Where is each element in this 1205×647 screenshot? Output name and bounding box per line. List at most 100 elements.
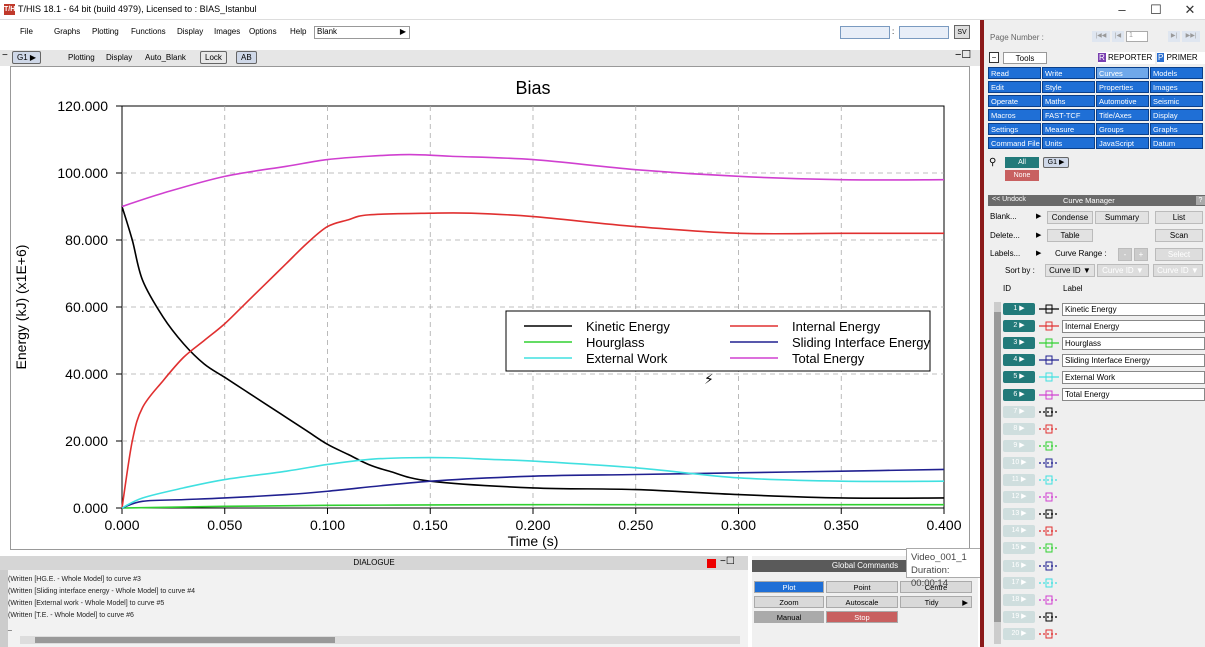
tool-properties[interactable]: Properties — [1096, 81, 1149, 93]
zoom-button[interactable]: Zoom — [754, 596, 824, 608]
list-button[interactable]: List — [1155, 211, 1203, 224]
tool-operate[interactable]: Operate — [988, 95, 1041, 107]
next-page-button[interactable]: ▶| — [1168, 31, 1180, 42]
curve-id-button[interactable]: 2 ▶ — [1003, 320, 1035, 333]
curve-id-button[interactable]: 15 ▶ — [1003, 542, 1035, 555]
curve-id-button[interactable]: 1 ▶ — [1003, 303, 1035, 315]
summary-button[interactable]: Summary — [1095, 211, 1149, 224]
tidy-button[interactable]: Tidy ▶ — [900, 596, 972, 608]
tool-maths[interactable]: Maths — [1042, 95, 1095, 107]
tool-read[interactable]: Read — [988, 67, 1041, 79]
centre-button[interactable]: Centre — [900, 581, 972, 593]
graph-selector[interactable]: G1 ▶ — [1043, 157, 1069, 168]
manual-button[interactable]: Manual — [754, 611, 824, 623]
table-button[interactable]: Table — [1047, 229, 1093, 242]
condense-button[interactable]: Condense — [1047, 211, 1093, 224]
close-button[interactable]: ✕ — [1184, 2, 1196, 17]
curve-id-button[interactable]: 4 ▶ — [1003, 354, 1035, 367]
curve-id-button[interactable]: 7 ▶ — [1003, 405, 1035, 418]
window-control-icon[interactable]: −☐ — [955, 49, 972, 61]
menu-graphs[interactable]: Graphs — [54, 27, 81, 36]
curve-label[interactable]: Total Energy — [1062, 388, 1205, 401]
menu-help[interactable]: Help — [290, 27, 307, 36]
curve-id-button[interactable]: 19 ▶ — [1003, 610, 1035, 623]
range-minus-button[interactable]: - — [1118, 248, 1132, 261]
dialogue-window-icon[interactable]: −☐ — [720, 556, 735, 567]
curve-id-button[interactable]: 16 ▶ — [1003, 559, 1035, 572]
curve-label[interactable]: External Work — [1062, 370, 1205, 384]
scroll-thumb[interactable] — [35, 637, 335, 643]
scan-button[interactable]: Scan — [1155, 229, 1203, 242]
range-end-field[interactable] — [899, 26, 949, 39]
tool-curves[interactable]: Curves — [1096, 67, 1149, 79]
tool-automotive[interactable]: Automotive — [1096, 95, 1149, 107]
menu-images[interactable]: Images — [214, 27, 241, 36]
blank-dropdown[interactable]: Blank ▶ — [314, 26, 410, 39]
point-button[interactable]: Point — [826, 581, 898, 593]
curve-list-scrollbar[interactable] — [994, 302, 1001, 644]
curve-id-button[interactable]: 11 ▶ — [1003, 474, 1035, 486]
select-none-button[interactable]: None — [1005, 170, 1039, 181]
curve-label[interactable]: Internal Energy — [1062, 319, 1205, 333]
curve-id-button[interactable]: 13 ▶ — [1003, 508, 1035, 521]
curve-id-button[interactable]: 20 ▶ — [1003, 627, 1035, 640]
tool-units[interactable]: Units — [1042, 137, 1095, 149]
toolbar-plotting[interactable]: Plotting — [68, 53, 95, 62]
page-number-input[interactable]: 1 — [1126, 31, 1148, 42]
sort-option-1[interactable]: Curve ID ▼ — [1045, 264, 1095, 277]
tool-fast-tcf[interactable]: FAST-TCF — [1042, 109, 1095, 121]
last-page-button[interactable]: ▶▶| — [1182, 31, 1200, 42]
menu-file[interactable]: File — [20, 27, 33, 36]
tool-display[interactable]: Display — [1150, 109, 1203, 121]
dialogue-hscrollbar[interactable] — [20, 636, 740, 644]
tool-macros[interactable]: Macros — [988, 109, 1041, 121]
curve-scroll-thumb[interactable] — [994, 312, 1001, 622]
autoscale-button[interactable]: Autoscale — [826, 596, 898, 608]
tool-datum[interactable]: Datum — [1150, 137, 1203, 149]
help-icon[interactable]: ? — [1196, 196, 1205, 205]
tool-images[interactable]: Images — [1150, 81, 1203, 93]
delete-menu-button[interactable]: Delete... — [990, 231, 1020, 240]
tool-seismic[interactable]: Seismic — [1150, 95, 1203, 107]
curve-id-button[interactable]: 5 ▶ — [1003, 371, 1035, 384]
curve-id-button[interactable]: 12 ▶ — [1003, 491, 1035, 504]
undock-button[interactable]: << Undock — [992, 196, 1026, 203]
sv-button[interactable]: SV — [954, 25, 970, 39]
dialogue-scrollbar[interactable] — [0, 570, 8, 647]
maximize-button[interactable]: ☐ — [1150, 2, 1162, 17]
range-start-field[interactable] — [840, 26, 890, 39]
tool-javascript[interactable]: JavaScript — [1096, 137, 1149, 149]
curve-id-button[interactable]: 3 ▶ — [1003, 337, 1035, 350]
menu-display[interactable]: Display — [177, 27, 204, 36]
tools-tab[interactable]: Tools — [1003, 52, 1047, 64]
curve-id-button[interactable]: 6 ▶ — [1003, 388, 1035, 401]
sort-option-2[interactable]: Curve ID ▼ — [1097, 264, 1149, 277]
reporter-button[interactable]: R REPORTER — [1098, 52, 1155, 64]
curve-id-button[interactable]: 9 ▶ — [1003, 439, 1035, 452]
primer-button[interactable]: P PRIMER — [1157, 52, 1205, 64]
curve-id-button[interactable]: 18 ▶ — [1003, 593, 1035, 606]
lock-button[interactable]: Lock — [200, 51, 227, 64]
ab-button[interactable]: AB — [236, 51, 257, 64]
tool-settings[interactable]: Settings — [988, 123, 1041, 135]
sort-option-3[interactable]: Curve ID ▼ — [1153, 264, 1203, 277]
tool-title-axes[interactable]: Title/Axes — [1096, 109, 1149, 121]
range-plus-button[interactable]: + — [1134, 248, 1148, 261]
tool-command-file[interactable]: Command File — [988, 137, 1041, 149]
plot-button[interactable]: Plot — [754, 581, 824, 593]
record-icon[interactable] — [707, 559, 716, 568]
stop-button[interactable]: Stop — [826, 611, 898, 623]
blank-menu-button[interactable]: Blank... — [990, 212, 1017, 221]
tool-measure[interactable]: Measure — [1042, 123, 1095, 135]
curve-label[interactable]: Kinetic Energy — [1062, 302, 1205, 316]
labels-menu-button[interactable]: Labels... — [990, 249, 1021, 258]
curve-id-button[interactable]: 8 ▶ — [1003, 422, 1035, 435]
toolbar-auto-blank[interactable]: Auto_Blank — [145, 53, 186, 62]
select-all-button[interactable]: All — [1005, 157, 1039, 168]
menu-plotting[interactable]: Plotting — [92, 27, 119, 36]
tool-groups[interactable]: Groups — [1096, 123, 1149, 135]
tool-graphs[interactable]: Graphs — [1150, 123, 1203, 135]
curve-id-button[interactable]: 17 ▶ — [1003, 576, 1035, 589]
minimize-graph-icon[interactable]: − — [2, 50, 8, 61]
minimize-button[interactable]: – — [1118, 2, 1126, 17]
